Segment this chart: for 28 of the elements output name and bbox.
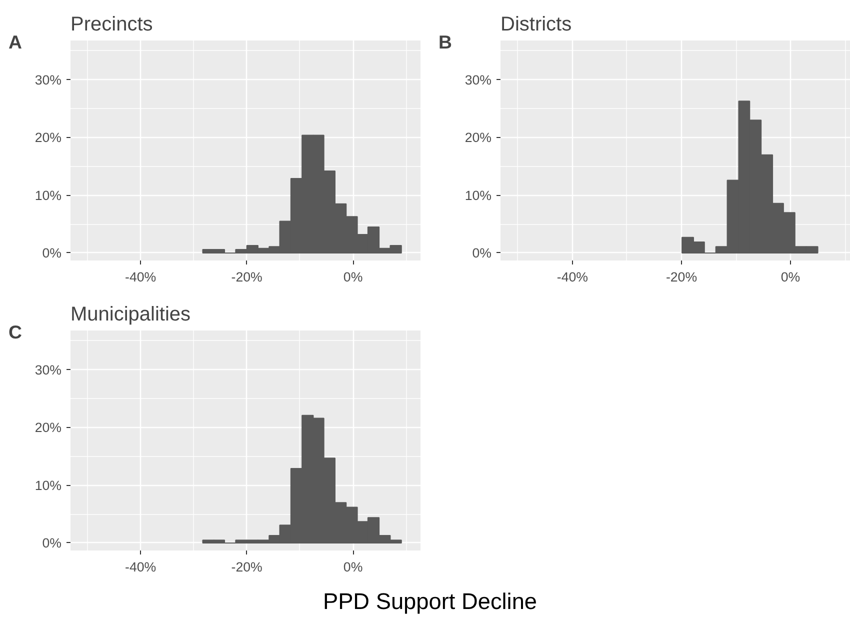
x-tick-label: -40%: [125, 560, 156, 574]
text: C: [8, 322, 22, 342]
chart-title: Precincts: [70, 14, 153, 36]
chart-title: Municipalities: [70, 304, 191, 326]
x-tick-label: 0%: [780, 270, 800, 284]
y-tick-label: 30%: [464, 72, 492, 88]
x-tick-label: -40%: [125, 270, 156, 284]
text: A: [8, 32, 22, 52]
y-tick-label: 0%: [42, 245, 62, 260]
text: B: [438, 32, 452, 52]
y-tick-label: 30%: [34, 72, 62, 88]
y-tick-label: 10%: [34, 188, 62, 203]
chart-title: Districts: [500, 14, 572, 36]
y-tick-label: 0%: [42, 535, 62, 550]
x-axis-title: PPD Support Decline: [322, 587, 538, 616]
x-tick-label: -20%: [231, 270, 263, 284]
y-tick-label: 30%: [34, 362, 62, 378]
y-tick-label: 10%: [34, 478, 62, 493]
x-tick-label: 0%: [343, 560, 363, 574]
x-tick-label: 0%: [343, 270, 363, 284]
y-tick-label: 10%: [464, 188, 492, 203]
y-tick-label: 20%: [34, 130, 62, 146]
y-tick-label: 20%: [34, 420, 62, 436]
x-tick-label: -20%: [231, 560, 263, 574]
y-tick-label: 0%: [472, 245, 492, 260]
x-tick-label: -40%: [556, 270, 588, 284]
y-tick-label: 20%: [464, 130, 492, 146]
x-tick-label: -20%: [666, 270, 698, 284]
